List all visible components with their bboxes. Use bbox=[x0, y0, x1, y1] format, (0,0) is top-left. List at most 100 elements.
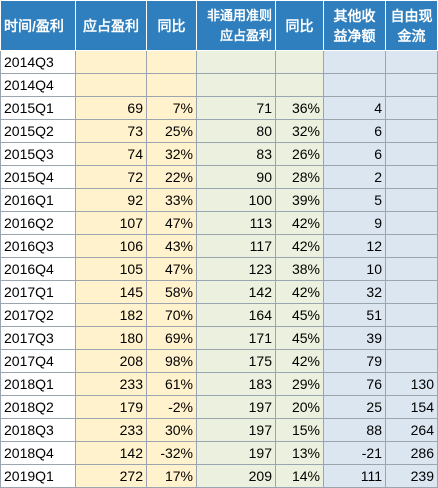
cell-yoy-2 bbox=[275, 73, 324, 97]
header-yoy-1: 同比 bbox=[146, 0, 197, 51]
cell-other-income: 111 bbox=[323, 464, 386, 488]
cell-non-gaap-profit: 209 bbox=[196, 464, 276, 488]
cell-reported-profit: 69 bbox=[75, 96, 147, 120]
cell-yoy-1: -32% bbox=[146, 441, 197, 465]
header-free-cash-flow: 自由现金流 bbox=[385, 0, 438, 51]
cell-yoy-2: 28% bbox=[275, 165, 324, 189]
cell-yoy-2: 15% bbox=[275, 418, 324, 442]
cell-free-cash-flow: 154 bbox=[385, 395, 438, 419]
cell-free-cash-flow bbox=[385, 280, 438, 304]
cell-period: 2015Q3 bbox=[0, 142, 76, 166]
cell-non-gaap-profit bbox=[196, 73, 276, 97]
cell-free-cash-flow bbox=[385, 211, 438, 235]
cell-free-cash-flow bbox=[385, 234, 438, 258]
table-row: 2015Q1 69 7% 71 36% 4 bbox=[0, 96, 438, 120]
cell-other-income bbox=[323, 50, 386, 74]
table-body: 2014Q3 2014Q4 2015Q1 69 7% 71 36% 4 2015Q2 73 25% 8… bbox=[0, 50, 438, 488]
cell-period: 2019Q1 bbox=[0, 464, 76, 488]
cell-yoy-2: 38% bbox=[275, 257, 324, 281]
table-row: 2015Q2 73 25% 80 32% 6 bbox=[0, 119, 438, 143]
cell-reported-profit: 142 bbox=[75, 441, 147, 465]
cell-free-cash-flow bbox=[385, 96, 438, 120]
cell-reported-profit: 73 bbox=[75, 119, 147, 143]
cell-yoy-2: 20% bbox=[275, 395, 324, 419]
cell-reported-profit: 145 bbox=[75, 280, 147, 304]
table-row: 2015Q4 72 22% 90 28% 2 bbox=[0, 165, 438, 189]
cell-yoy-1: 58% bbox=[146, 280, 197, 304]
cell-other-income: 39 bbox=[323, 326, 386, 350]
table-row: 2016Q2 107 47% 113 42% 9 bbox=[0, 211, 438, 235]
cell-period: 2018Q4 bbox=[0, 441, 76, 465]
cell-other-income: 76 bbox=[323, 372, 386, 396]
cell-yoy-1: 22% bbox=[146, 165, 197, 189]
cell-free-cash-flow bbox=[385, 142, 438, 166]
cell-period: 2015Q2 bbox=[0, 119, 76, 143]
cell-other-income: 9 bbox=[323, 211, 386, 235]
cell-other-income: 6 bbox=[323, 119, 386, 143]
cell-other-income: 10 bbox=[323, 257, 386, 281]
cell-period: 2017Q1 bbox=[0, 280, 76, 304]
cell-non-gaap-profit: 197 bbox=[196, 418, 276, 442]
cell-reported-profit bbox=[75, 73, 147, 97]
cell-non-gaap-profit: 113 bbox=[196, 211, 276, 235]
cell-period: 2017Q2 bbox=[0, 303, 76, 327]
cell-other-income: 32 bbox=[323, 280, 386, 304]
cell-yoy-2: 36% bbox=[275, 96, 324, 120]
header-reported-profit: 应占盈利 bbox=[75, 0, 147, 51]
table-row: 2018Q3 233 30% 197 15% 88 264 bbox=[0, 418, 438, 442]
cell-free-cash-flow bbox=[385, 165, 438, 189]
cell-period: 2018Q2 bbox=[0, 395, 76, 419]
cell-yoy-1: 17% bbox=[146, 464, 197, 488]
cell-reported-profit: 179 bbox=[75, 395, 147, 419]
cell-period: 2015Q1 bbox=[0, 96, 76, 120]
cell-yoy-1: 98% bbox=[146, 349, 197, 373]
cell-reported-profit bbox=[75, 50, 147, 74]
cell-period: 2014Q4 bbox=[0, 73, 76, 97]
cell-period: 2016Q3 bbox=[0, 234, 76, 258]
cell-reported-profit: 92 bbox=[75, 188, 147, 212]
cell-reported-profit: 106 bbox=[75, 234, 147, 258]
cell-yoy-2: 13% bbox=[275, 441, 324, 465]
cell-reported-profit: 182 bbox=[75, 303, 147, 327]
table-row: 2017Q2 182 70% 164 45% 51 bbox=[0, 303, 438, 327]
cell-other-income: 6 bbox=[323, 142, 386, 166]
cell-yoy-2: 29% bbox=[275, 372, 324, 396]
cell-yoy-1: 43% bbox=[146, 234, 197, 258]
table-row: 2017Q3 180 69% 171 45% 39 bbox=[0, 326, 438, 350]
cell-free-cash-flow: 286 bbox=[385, 441, 438, 465]
cell-non-gaap-profit: 83 bbox=[196, 142, 276, 166]
cell-yoy-2: 42% bbox=[275, 234, 324, 258]
cell-non-gaap-profit: 90 bbox=[196, 165, 276, 189]
cell-yoy-2: 42% bbox=[275, 280, 324, 304]
cell-yoy-1 bbox=[146, 50, 197, 74]
table-row: 2016Q1 92 33% 100 39% 5 bbox=[0, 188, 438, 212]
table-row: 2017Q4 208 98% 175 42% 79 bbox=[0, 349, 438, 373]
cell-yoy-1: 69% bbox=[146, 326, 197, 350]
header-row: 时间/盈利 应占盈利 同比 非通用准则应占盈利 同比 其他收益净额 自由现金流 bbox=[0, 0, 438, 51]
cell-reported-profit: 272 bbox=[75, 464, 147, 488]
cell-other-income: -21 bbox=[323, 441, 386, 465]
cell-free-cash-flow bbox=[385, 119, 438, 143]
cell-reported-profit: 180 bbox=[75, 326, 147, 350]
cell-yoy-1: 61% bbox=[146, 372, 197, 396]
cell-reported-profit: 105 bbox=[75, 257, 147, 281]
cell-period: 2017Q3 bbox=[0, 326, 76, 350]
table-row: 2018Q4 142 -32% 197 13% -21 286 bbox=[0, 441, 438, 465]
cell-yoy-2: 45% bbox=[275, 303, 324, 327]
cell-period: 2017Q4 bbox=[0, 349, 76, 373]
cell-non-gaap-profit: 80 bbox=[196, 119, 276, 143]
cell-free-cash-flow bbox=[385, 303, 438, 327]
cell-yoy-1: 70% bbox=[146, 303, 197, 327]
cell-other-income: 51 bbox=[323, 303, 386, 327]
cell-reported-profit: 72 bbox=[75, 165, 147, 189]
cell-non-gaap-profit: 171 bbox=[196, 326, 276, 350]
cell-yoy-2: 14% bbox=[275, 464, 324, 488]
table-row: 2016Q4 105 47% 123 38% 10 bbox=[0, 257, 438, 281]
cell-non-gaap-profit: 117 bbox=[196, 234, 276, 258]
table-row: 2015Q3 74 32% 83 26% 6 bbox=[0, 142, 438, 166]
cell-yoy-2: 32% bbox=[275, 119, 324, 143]
cell-period: 2018Q3 bbox=[0, 418, 76, 442]
cell-free-cash-flow bbox=[385, 50, 438, 74]
